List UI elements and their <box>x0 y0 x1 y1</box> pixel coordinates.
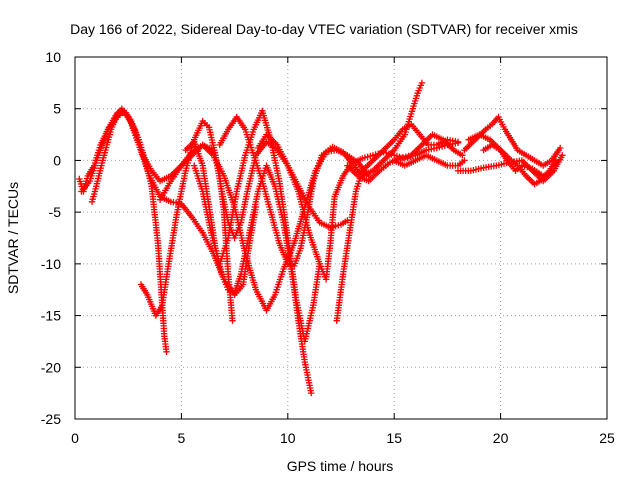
plus-markers <box>191 107 323 345</box>
y-tick-label: -5 <box>49 204 62 220</box>
y-tick-label: 0 <box>53 152 61 168</box>
x-tick-label: 0 <box>71 430 79 446</box>
x-tick-label: 5 <box>178 430 186 446</box>
series-arc-7 <box>191 107 323 345</box>
data-series <box>76 79 566 397</box>
series-arc-12 <box>391 152 468 169</box>
y-tick-label: 5 <box>53 101 61 117</box>
series-arc-9 <box>254 131 462 283</box>
y-tick-label: -20 <box>41 359 61 375</box>
y-tick-label: -10 <box>41 256 61 272</box>
series-arc-4 <box>137 117 351 319</box>
plus-markers <box>254 131 462 283</box>
tick-labels: 0 5 10 15 20 25 -25 -20 -15 -10 -5 0 5 10 <box>41 49 615 446</box>
plot-frame <box>74 56 608 420</box>
x-tick-label: 25 <box>599 430 615 446</box>
x-tick-label: 20 <box>493 430 509 446</box>
plus-markers <box>216 79 426 270</box>
y-axis-title: SDTVAR / TECUs <box>5 182 21 294</box>
x-axis-title: GPS time / hours <box>287 458 394 474</box>
series-arc-8 <box>216 79 426 270</box>
x-tick-label: 15 <box>386 430 402 446</box>
plus-markers <box>137 117 351 319</box>
series-arc-16 <box>465 131 555 180</box>
plus-markers <box>465 131 555 180</box>
y-tick-label: -15 <box>41 308 61 324</box>
x-tick-label: 10 <box>280 430 296 446</box>
y-tick-label: -25 <box>41 411 61 427</box>
axis-ticks <box>74 56 608 420</box>
series-arc-10 <box>333 121 462 324</box>
chart-title: Day 166 of 2022, Sidereal Day-to-day VTE… <box>70 21 578 37</box>
y-tick-label: 10 <box>45 49 61 65</box>
plus-markers <box>391 152 468 169</box>
plus-markers <box>333 121 462 324</box>
